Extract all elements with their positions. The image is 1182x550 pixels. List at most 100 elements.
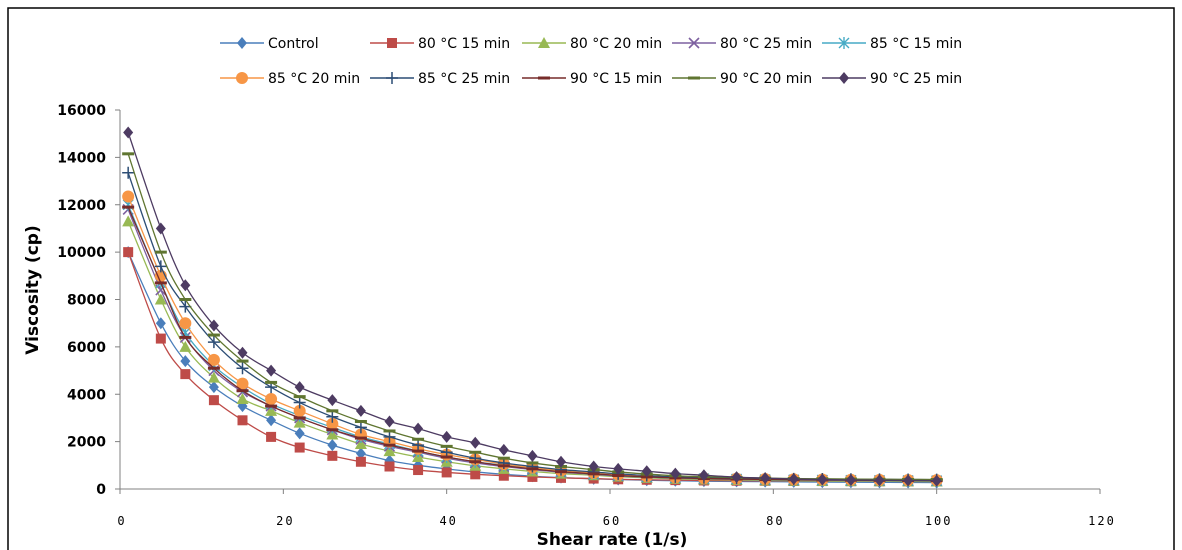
data-point (265, 392, 278, 405)
data-point (237, 415, 248, 426)
data-point (207, 366, 220, 370)
legend-entry: 85 °C 15 min (822, 36, 962, 52)
legend-entry: 85 °C 20 min (220, 71, 360, 87)
x-tick-label: 60 (603, 514, 621, 528)
axes: 0 2000 4000 6000 8000 10000 12000 14000 16000 0 20… (57, 103, 1114, 528)
data-point (355, 447, 366, 460)
data-point (698, 469, 709, 482)
data-point (266, 364, 277, 377)
data-point (179, 298, 192, 301)
data-point (555, 470, 567, 474)
data-point (931, 474, 942, 487)
x-axis-title: Shear rate (1/s) (537, 530, 688, 550)
legend-marker (839, 72, 849, 84)
data-point (294, 381, 305, 394)
x-tick-label: 40 (439, 514, 457, 528)
data-point (354, 421, 367, 434)
legend: Control 80 °C 15 min 80 °C 20 min 80 °C 25 … (220, 36, 962, 87)
y-tick-label: 2000 (67, 435, 106, 451)
legend-marker (387, 38, 397, 48)
data-point (845, 473, 856, 486)
data-point (236, 362, 249, 375)
data-point (155, 222, 166, 235)
data-point (670, 467, 681, 480)
legend-entry: 80 °C 25 min (672, 36, 812, 52)
data-point (154, 281, 167, 285)
data-point (413, 422, 424, 435)
data-point (180, 369, 191, 380)
data-point (293, 416, 306, 420)
data-point (412, 439, 425, 452)
data-point (265, 404, 278, 416)
data-point (354, 436, 367, 440)
data-point (441, 467, 452, 478)
data-point (327, 394, 338, 407)
legend-label: Control (268, 36, 319, 52)
data-point (383, 430, 396, 443)
data-point (526, 467, 539, 471)
data-point (326, 417, 339, 430)
data-point (122, 166, 135, 179)
legend-marker (688, 37, 700, 49)
x-tick-label: 0 (117, 514, 126, 528)
legend-label: 85 °C 15 min (870, 36, 962, 52)
y-tick-label: 0 (96, 482, 106, 498)
data-point (612, 473, 625, 477)
legend-marker (688, 76, 700, 80)
data-point (326, 409, 339, 413)
data-point (207, 371, 220, 383)
series-layer (122, 126, 943, 489)
data-point (412, 449, 425, 453)
data-point (326, 428, 339, 440)
data-point (469, 450, 482, 454)
data-point (355, 456, 366, 467)
data-point (440, 455, 453, 459)
data-point (527, 449, 538, 462)
legend-label: 80 °C 25 min (720, 36, 812, 52)
legend-marker (538, 37, 550, 48)
data-point (237, 346, 248, 359)
data-point (440, 444, 453, 448)
data-point (470, 436, 481, 449)
data-point (293, 404, 306, 417)
data-point (383, 429, 396, 433)
data-point (208, 319, 219, 332)
legend-marker (838, 37, 850, 49)
legend-marker (237, 37, 247, 49)
data-point (180, 355, 191, 368)
legend-entry: 90 °C 20 min (672, 71, 812, 87)
data-point (266, 414, 277, 427)
legend-entry: Control (220, 36, 319, 52)
data-point (355, 404, 366, 417)
data-point (207, 336, 220, 349)
data-point (469, 460, 482, 464)
legend-label: 90 °C 25 min (870, 71, 962, 87)
y-tick-label: 10000 (57, 245, 106, 261)
legend-entry: 90 °C 15 min (522, 71, 662, 87)
data-point (265, 380, 278, 384)
data-point (587, 472, 600, 476)
data-point (236, 392, 249, 404)
data-point (123, 126, 134, 139)
data-point (641, 465, 652, 478)
data-point (236, 389, 249, 393)
data-point (294, 442, 305, 453)
y-tick-label: 16000 (57, 103, 106, 119)
data-point (122, 152, 135, 156)
data-point (527, 471, 538, 482)
data-point (266, 431, 277, 442)
data-point (293, 416, 306, 428)
data-point (613, 462, 624, 475)
data-point (497, 456, 510, 460)
data-point (180, 279, 191, 292)
data-point (122, 215, 135, 227)
x-tick-label: 100 (925, 514, 953, 528)
data-point (294, 427, 305, 440)
data-point (293, 396, 306, 409)
legend-marker (538, 76, 550, 80)
legend-label: 80 °C 15 min (418, 36, 510, 52)
data-point (154, 293, 167, 305)
legend-marker (386, 72, 398, 84)
data-point (123, 247, 134, 258)
